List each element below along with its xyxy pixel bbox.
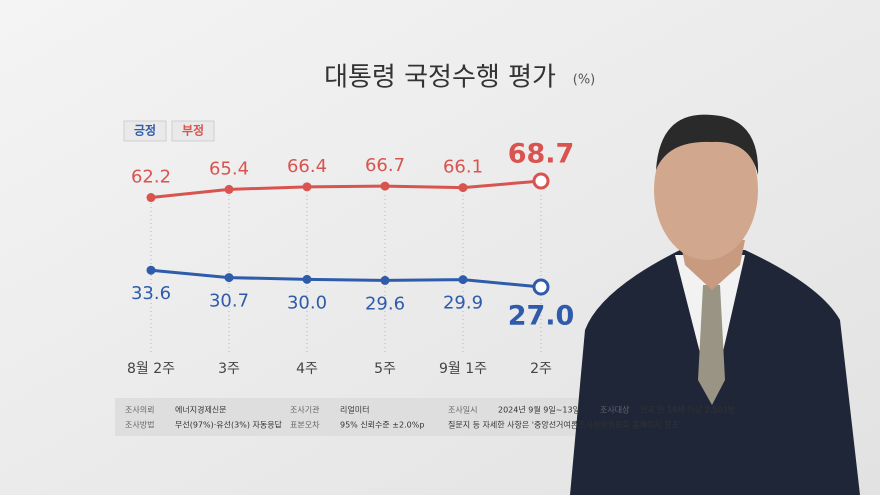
value-label: 62.2 xyxy=(131,167,171,188)
x-tick-label: 2주 xyxy=(530,361,552,377)
photo xyxy=(570,114,860,495)
note-value: 무선(97%)·유선(3%) 자동응답 xyxy=(175,420,283,430)
value-label: 68.7 xyxy=(508,139,575,170)
note-value: 리얼미터 xyxy=(340,405,369,415)
point xyxy=(532,278,550,296)
note-value: 전국 만 18세 이상 2,503명 xyxy=(640,405,735,415)
note-value: 95% 신뢰수준 ±2.0%p xyxy=(340,421,424,430)
point xyxy=(380,181,390,191)
value-label: 27.0 xyxy=(508,301,575,332)
note-key: 조사대상 xyxy=(600,405,630,415)
legend-label: 부정 xyxy=(182,123,204,138)
x-tick-label: 3주 xyxy=(218,361,240,377)
x-tick-label: 8월 2주 xyxy=(127,361,175,377)
legend-label: 긍정 xyxy=(134,123,156,138)
value-label: 30.7 xyxy=(209,291,249,312)
series-line xyxy=(150,268,542,289)
point xyxy=(224,273,234,283)
x-tick-label: 9월 1주 xyxy=(439,361,487,377)
series-line xyxy=(150,179,542,200)
note-key: 조사의뢰 xyxy=(125,405,154,415)
point xyxy=(380,275,390,285)
point xyxy=(224,184,234,194)
point xyxy=(532,172,550,190)
note-key: 조사기관 xyxy=(290,405,320,415)
note-key: 표본오차 xyxy=(290,421,320,430)
value-label: 30.0 xyxy=(287,292,327,313)
value-label: 66.7 xyxy=(365,155,405,176)
value-label: 29.6 xyxy=(365,293,405,314)
point xyxy=(458,183,468,193)
point xyxy=(146,265,156,275)
value-label: 66.4 xyxy=(287,156,327,177)
point xyxy=(302,274,312,284)
note-key: 조사일시 xyxy=(448,406,477,415)
legend-box xyxy=(171,120,215,142)
value-label: 66.1 xyxy=(443,157,483,178)
unit: (%) xyxy=(573,73,596,88)
x-tick-label: 4주 xyxy=(296,361,318,377)
note-value: 에너지경제신문 xyxy=(175,405,227,415)
point xyxy=(302,182,312,192)
legend-box xyxy=(123,120,167,142)
point xyxy=(146,193,156,203)
value-label: 65.4 xyxy=(209,158,249,179)
note-key: 조사방법 xyxy=(125,420,154,430)
value-label: 29.9 xyxy=(443,293,483,314)
value-label: 33.6 xyxy=(131,283,171,304)
chart-title: 대통령 국정수행 평가 xyxy=(324,63,556,93)
point xyxy=(458,275,468,285)
note-value: 2024년 9월 9일~13일 xyxy=(498,405,580,415)
note-text: 질문지 등 자세한 사항은 '중앙선거여론조사심의위원회 홈페이지 참조' xyxy=(448,420,681,430)
x-tick-label: 5주 xyxy=(374,361,396,377)
